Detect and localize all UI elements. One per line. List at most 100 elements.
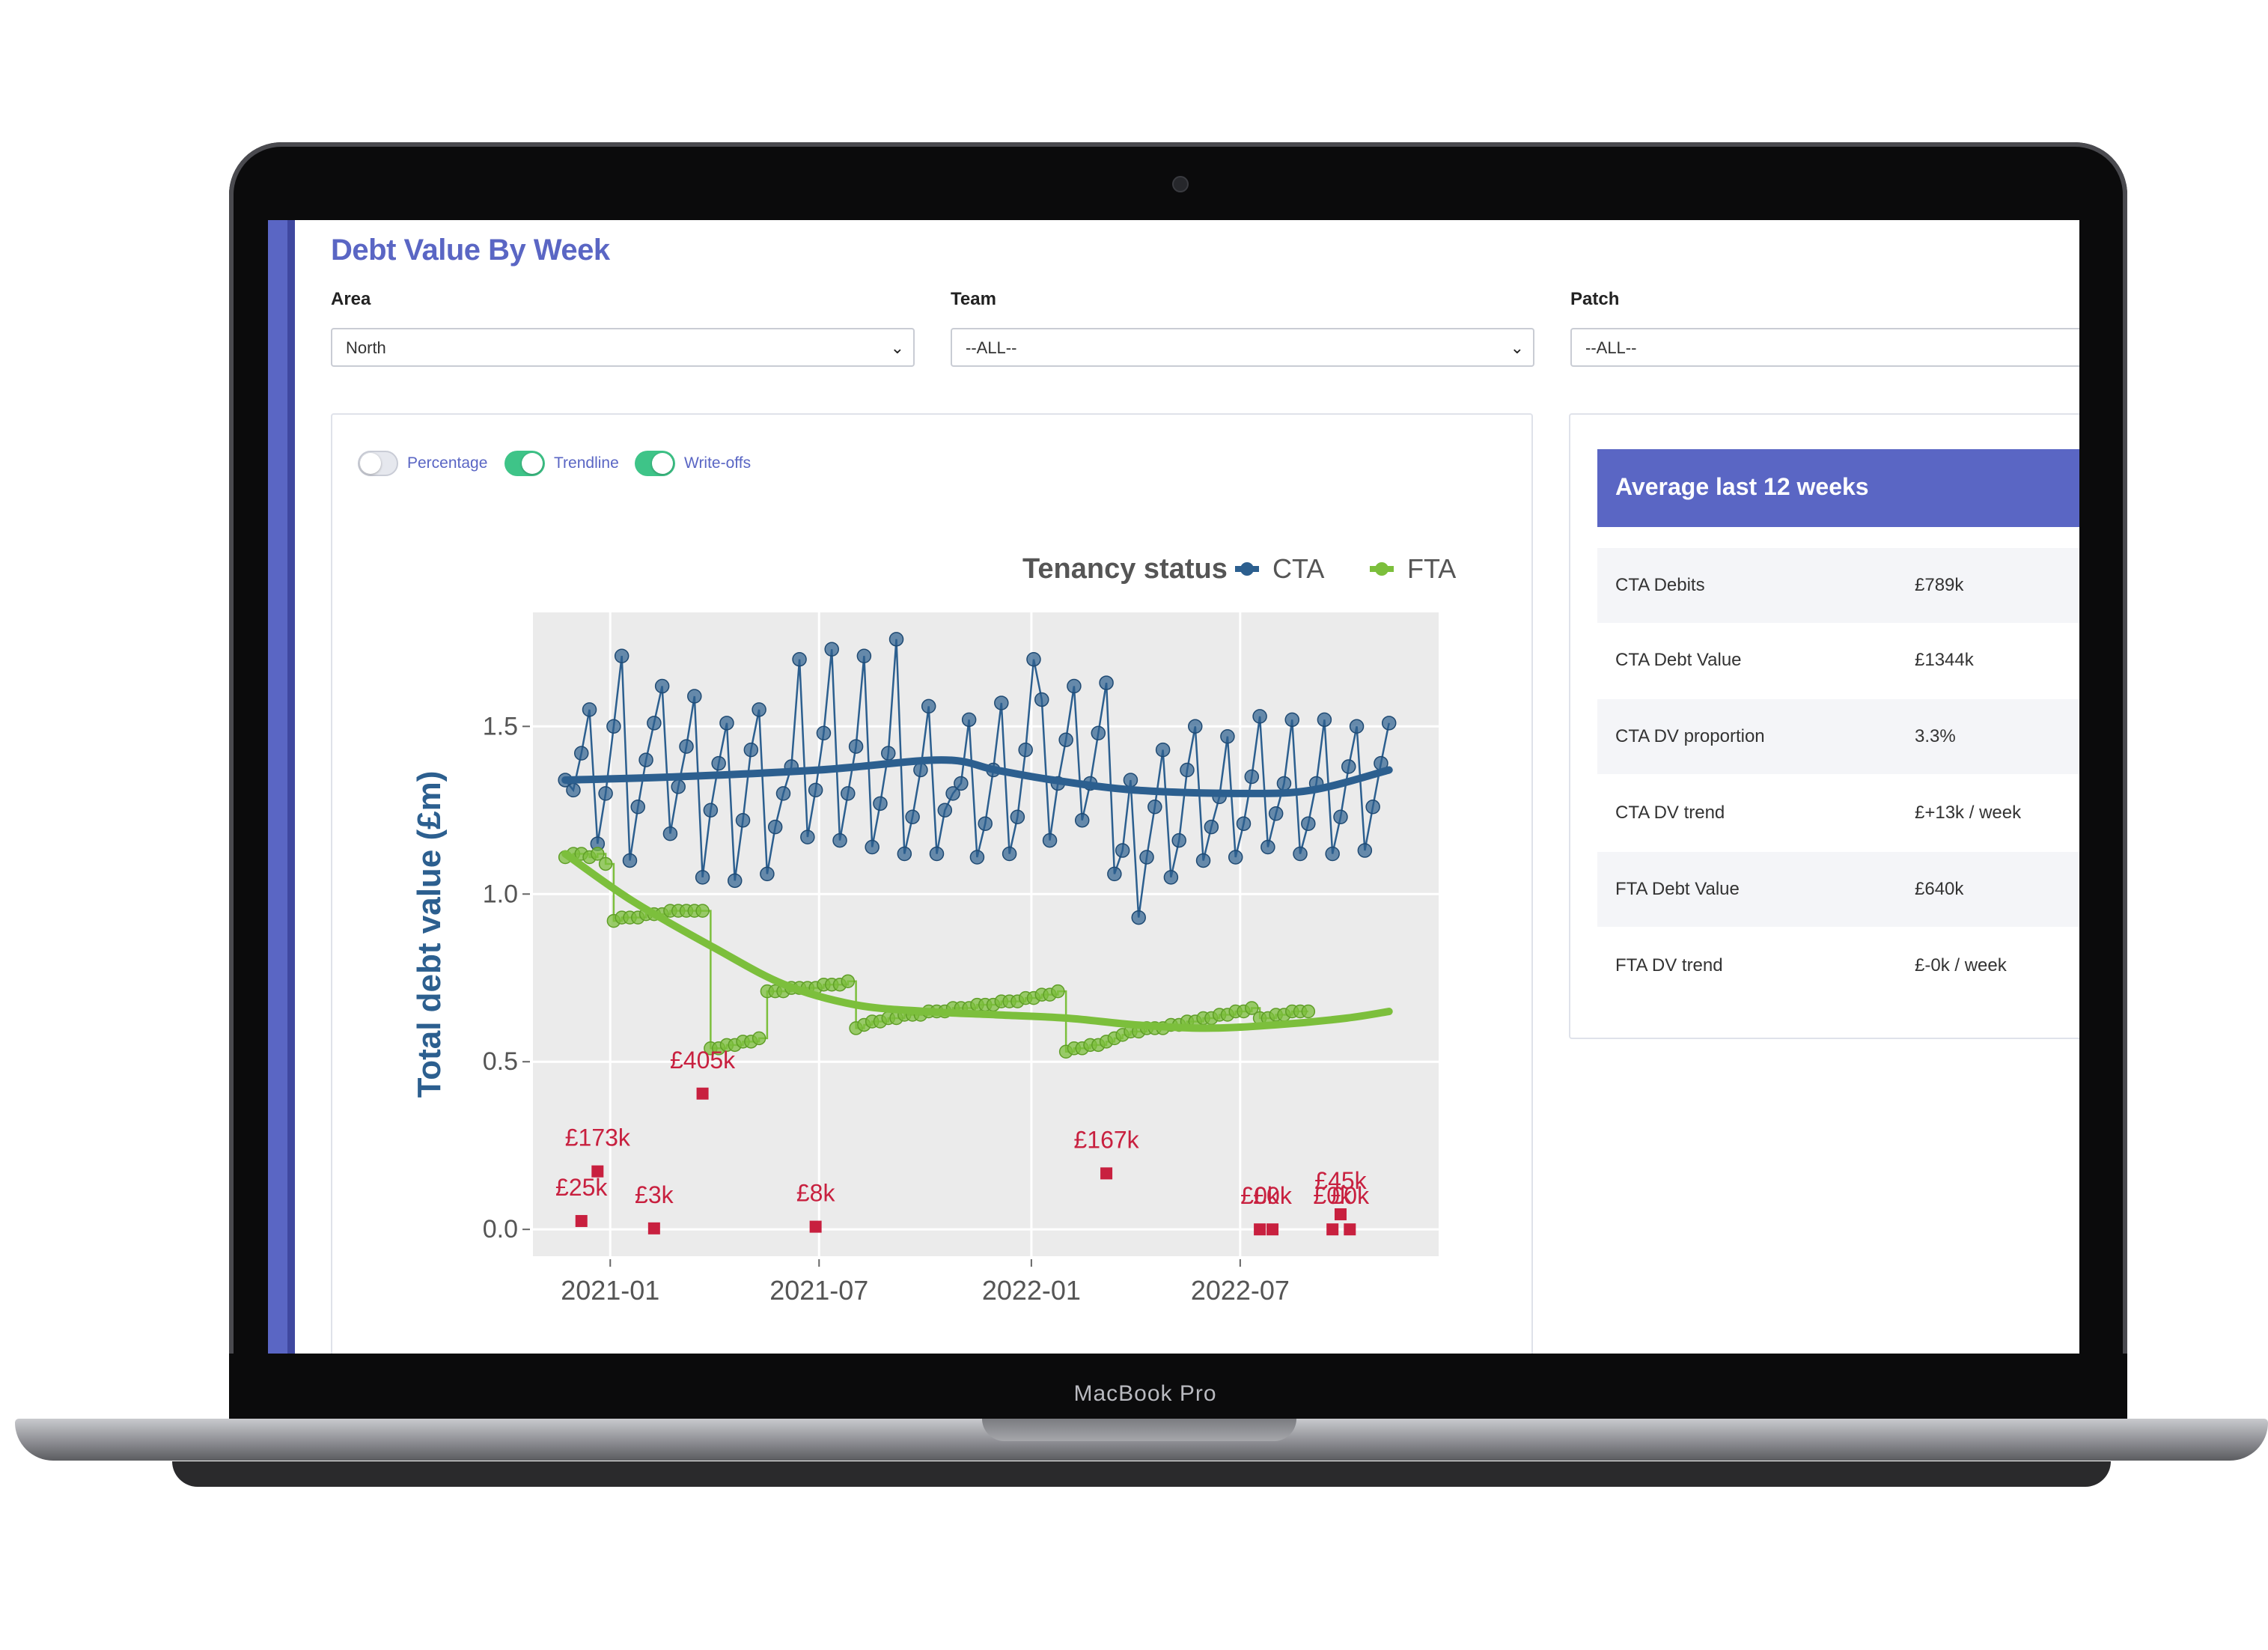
toggle-label: Write-offs xyxy=(684,454,752,472)
cta-point xyxy=(719,716,734,731)
writeoff-label: £405k xyxy=(670,1047,736,1074)
legend-entry: FTA xyxy=(1407,553,1456,584)
stat-label: FTA DV trend xyxy=(1615,955,1723,975)
cta-point xyxy=(1139,850,1154,865)
stat-value: £1344k xyxy=(1915,650,1974,670)
writeoff-marker xyxy=(1100,1167,1113,1180)
writeoff-label: £0k xyxy=(1253,1182,1293,1209)
cta-point xyxy=(1171,832,1186,848)
y-tick-label: 1.5 xyxy=(483,712,518,740)
stat-label: CTA DV proportion xyxy=(1615,726,1765,746)
cta-point xyxy=(1276,776,1292,791)
toggle-switch[interactable] xyxy=(504,451,545,476)
cta-point xyxy=(888,632,904,647)
cta-point xyxy=(1333,809,1348,824)
area-select-value: North xyxy=(346,338,386,357)
writeoff-marker xyxy=(1266,1223,1279,1236)
stat-row: CTA DV trend £+13k / week xyxy=(1597,776,2079,850)
writeoff-marker xyxy=(575,1214,588,1227)
cta-point xyxy=(1155,742,1171,758)
toggle-label: Trendline xyxy=(554,454,619,472)
stat-label: CTA Debt Value xyxy=(1615,650,1742,670)
toggle-write-offs[interactable]: Write-offs xyxy=(635,450,751,477)
cta-point xyxy=(1123,773,1138,788)
cta-point xyxy=(1195,853,1211,868)
cta-point xyxy=(630,800,646,815)
cta-point xyxy=(792,651,807,667)
writeoff-label: £167k xyxy=(1073,1126,1139,1153)
cta-point xyxy=(1236,816,1252,831)
fta-point xyxy=(598,856,613,871)
cta-point xyxy=(743,742,759,758)
cta-point xyxy=(671,779,686,794)
screen-bezel xyxy=(229,1354,2127,1425)
toggle-switch[interactable] xyxy=(635,451,675,476)
legend-swatch-marker xyxy=(1240,562,1254,576)
sidebar-accent xyxy=(268,220,287,1354)
cta-point xyxy=(832,832,847,848)
cta-point xyxy=(647,716,662,731)
writeoff-label: £8k xyxy=(796,1180,836,1207)
area-label: Area xyxy=(331,289,371,309)
cta-point xyxy=(1107,866,1122,882)
patch-select[interactable]: --ALL-- xyxy=(1570,328,2079,367)
cta-point xyxy=(735,812,751,828)
chevron-down-icon: ⌄ xyxy=(890,338,904,357)
summary-title: Average last 12 weeks xyxy=(1597,449,2079,527)
toggle-trendline[interactable]: Trendline xyxy=(504,450,619,477)
cta-point xyxy=(1228,850,1243,865)
team-select[interactable]: --ALL-- ⌄ xyxy=(951,328,1534,367)
writeoff-label: £25k xyxy=(555,1174,608,1201)
cta-point xyxy=(1067,678,1082,694)
legend-swatch-marker xyxy=(1375,562,1388,576)
cta-point xyxy=(662,826,678,841)
cta-point xyxy=(1252,709,1267,724)
y-tick-label: 1.0 xyxy=(483,880,518,908)
cta-point xyxy=(1301,816,1316,831)
writeoff-label: £0k xyxy=(1240,1182,1280,1209)
x-tick-label: 2022-07 xyxy=(1191,1275,1290,1306)
cta-point xyxy=(695,870,710,885)
legend-title: Tenancy status xyxy=(1022,553,1228,585)
cta-point xyxy=(841,786,856,801)
team-label: Team xyxy=(951,289,996,309)
cta-point xyxy=(1091,725,1106,740)
fta-point xyxy=(591,847,605,861)
writeoff-marker xyxy=(1254,1223,1266,1236)
sidebar-accent-edge xyxy=(287,220,295,1354)
cta-point xyxy=(1180,762,1195,778)
y-tick-label: 0.5 xyxy=(483,1047,518,1076)
stat-row: FTA DV trend £-0k / week xyxy=(1597,928,2079,1003)
cta-point xyxy=(1018,742,1033,758)
writeoff-marker xyxy=(809,1220,822,1233)
writeoff-label: £0k xyxy=(1331,1182,1371,1209)
stat-value: £640k xyxy=(1915,879,1964,899)
area-select[interactable]: North ⌄ xyxy=(331,328,915,367)
y-tick-label: 0.0 xyxy=(483,1215,518,1243)
cta-point xyxy=(1147,800,1162,815)
writeoff-label: £3k xyxy=(635,1181,674,1208)
cta-point xyxy=(727,873,743,889)
cta-point xyxy=(881,746,896,761)
toggle-percentage[interactable]: Percentage xyxy=(358,450,487,477)
fta-point xyxy=(1301,1004,1316,1019)
patch-select-value: --ALL-- xyxy=(1585,338,1637,357)
debt-value-chart: £25k£173k£3k£405k£8k£167k£0k£0k£45k£0k£0… xyxy=(411,553,1456,1306)
page-title: Debt Value By Week xyxy=(331,234,610,267)
writeoff-label: £0k xyxy=(1313,1182,1353,1209)
toggle-switch[interactable] xyxy=(358,451,398,476)
stat-label: CTA DV trend xyxy=(1615,803,1725,823)
cta-point xyxy=(1349,719,1365,734)
cta-point xyxy=(654,678,670,694)
cta-point xyxy=(1204,819,1219,835)
camera-icon xyxy=(1172,176,1189,192)
cta-point xyxy=(687,689,702,704)
cta-point xyxy=(937,803,953,818)
cta-point xyxy=(1099,675,1114,690)
cta-point xyxy=(905,809,920,824)
writeoff-marker xyxy=(591,1165,604,1178)
x-tick-label: 2022-01 xyxy=(982,1275,1081,1306)
cta-point xyxy=(994,695,1009,710)
cta-point xyxy=(873,796,888,812)
cta-point xyxy=(929,846,945,862)
